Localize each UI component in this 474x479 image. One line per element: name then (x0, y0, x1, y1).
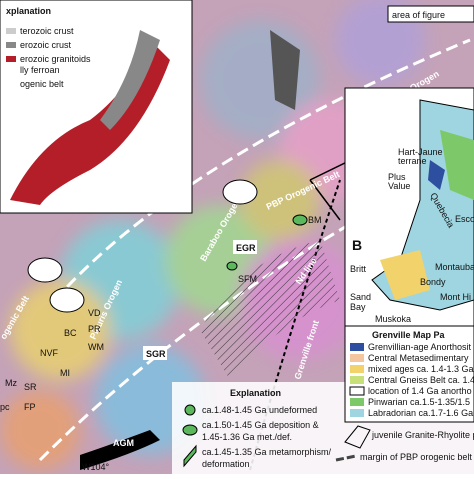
legend-label: Central Metasedimentary (368, 353, 469, 363)
inset-title: xplanation (6, 6, 51, 16)
inset-b: B Hart-Jaune terrane Plus Value Quebecia… (344, 87, 474, 329)
place: terrane (398, 156, 427, 166)
legend-label: mixed ages ca. 1.4-1.3 Ga (368, 364, 474, 374)
province-label: juvenile Granite-Rhyolite provi (371, 430, 474, 440)
site-label: pc (0, 402, 10, 412)
label-box (143, 346, 167, 360)
map-label: EGR (236, 243, 256, 253)
site-label: BM (308, 215, 322, 225)
legend-label: Pinwarian ca.1.5-1.35/1.5 (368, 397, 470, 407)
province-label: margin of PBP orogenic belt (360, 452, 472, 462)
site-label: PR (88, 324, 101, 334)
legend-label: Labradorian ca.1.7-1.6 Ga (368, 408, 473, 418)
legend-label: erozoic crust (20, 40, 72, 50)
site-label: NVF (40, 348, 59, 358)
place: Value (388, 181, 410, 191)
explanation-title: Explanation (230, 388, 281, 398)
legend-title: Grenville Map Pa (372, 330, 446, 340)
legend-label: Grenvillian-age Anorthosit (368, 342, 472, 352)
place: Muskoka (375, 314, 411, 324)
explanation-item: ca.1.48-1.45 Ga undeformed (202, 405, 317, 415)
site-label: MI (60, 368, 70, 378)
map-label: W104° (82, 462, 110, 472)
place: Plus (388, 172, 406, 182)
panel-letter: B (352, 237, 362, 253)
legend-label: ogenic belt (20, 79, 64, 89)
legend-label: location of 1.4 Ga anortho (368, 386, 472, 396)
site-label: SR (24, 382, 37, 392)
place: Hart-Jaune (398, 147, 443, 157)
legend-label: erozoic granitoids (20, 54, 91, 64)
site-label: SFM (238, 274, 257, 284)
area-box (387, 5, 474, 23)
inset-a: xplanation terozoic crust erozoic crust … (0, 0, 193, 214)
place: Esco (455, 214, 474, 224)
place: Sand (350, 292, 371, 302)
area-label: area of figure (392, 10, 445, 20)
site-label: BC (64, 328, 77, 338)
site-label: FP (24, 402, 36, 412)
legend-label: terozoic crust (20, 26, 74, 36)
site-label: WM (88, 342, 104, 352)
site-label: VD (88, 308, 101, 318)
place: Britt (350, 264, 367, 274)
legend-label: lly ferroan (20, 65, 60, 75)
place: Mont Hi (440, 292, 471, 302)
label-box (233, 240, 257, 254)
explanation-item: ca.1.50-1.45 Ga deposition & (202, 420, 319, 430)
map-label: SGR (146, 349, 166, 359)
explanation-item: deformation (202, 459, 250, 469)
place: Montauba (435, 262, 474, 272)
place: Bondy (420, 277, 446, 287)
sites: BM SFM VD PR BC WM NVF Mz SR pc FP MI (0, 179, 322, 412)
place: Bay (350, 302, 366, 312)
inset-b-legend: Grenville Map Pa Grenvillian-age Anortho… (344, 325, 474, 423)
legend-label: Central Gneiss Belt ca. 1.4 (368, 375, 474, 385)
site-label: Mz (5, 378, 17, 388)
map-label: AGM (113, 438, 134, 448)
explanation-item: ca.1.45-1.35 Ga metamorphism/ (202, 447, 332, 457)
explanation-item: 1.45-1.36 Ga met./def. (202, 432, 292, 442)
